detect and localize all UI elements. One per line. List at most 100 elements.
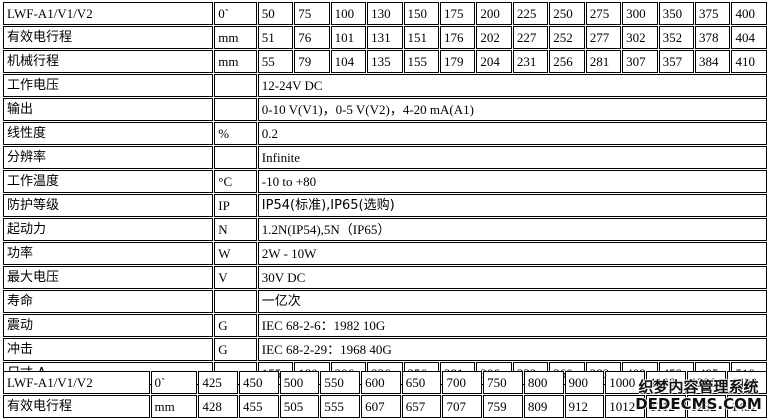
cell-value: 357 [658,50,695,73]
cell-value: 130 [367,2,403,25]
row-unit: 0` [214,2,257,25]
row-label: 工作电压 [3,74,214,97]
row-unit: V [214,266,257,289]
cell-value: -10 to +80 [257,170,767,193]
table-row: 功率 W 2W - 10W [3,242,767,265]
table-row: 工作电压 12-24V DC [3,74,767,97]
row-unit: mm [214,26,257,49]
cell-value: 500 [279,371,320,394]
table-row: 有效电行程 mm 51 76 101 131 151 176 202 227 2… [3,26,767,49]
cell-value: 809 [523,395,564,418]
cell-value: 277 [585,26,622,49]
table-row: 工作温度 °C -10 to +80 [3,170,767,193]
row-unit: % [214,122,257,145]
row-label: 震动 [3,314,214,337]
cell-value: 378 [695,26,731,49]
cell-value: 1012 [605,395,645,418]
cell-value: 607 [361,395,401,418]
cell-value: 800 [523,371,564,394]
cell-value: 384 [695,50,731,73]
row-unit: G [214,338,257,361]
cell-value: IEC 68-2-29：1968 40G [257,338,767,361]
cell-value: 225 [512,2,549,25]
cell-value: 307 [622,50,658,73]
table-row: 输出 0-10 V(V1)，0-5 V(V2)，4-20 mA(A1) [3,98,767,121]
row-unit: °C [214,170,257,193]
cell-value: 131 [367,26,403,49]
row-label: LWF-A1/V1/V2 [3,2,214,25]
cell-value: 555 [320,395,361,418]
cell-value: 450 [239,371,279,394]
cell-value: 一亿次 [257,290,767,313]
table-row: 线性度 % 0.2 [3,122,767,145]
table-row: 有效电行程 mm 428 455 505 555 607 657 707 759… [3,395,767,418]
cell-value: 900 [564,371,605,394]
cell-value: 155 [403,50,439,73]
table-row: LWF-A1/V1/V2 0` 425 450 500 550 600 650 … [3,371,767,394]
cell-value: 275 [585,2,622,25]
table-row: 冲击 G IEC 68-2-29：1968 40G [3,338,767,361]
cell-value: 151 [403,26,439,49]
table-row: 最大电压 V 30V DC [3,266,767,289]
cell-value: 175 [439,2,476,25]
cell-value: 150 [403,2,439,25]
row-unit: mm [214,50,257,73]
cell-value: IP54(标准),IP65(选购) [257,194,767,217]
cell-value: 707 [442,395,483,418]
row-unit: 0` [150,371,198,394]
cell-value: 350 [658,2,695,25]
cell-value: 179 [439,50,476,73]
cell-value: 176 [439,26,476,49]
cell-value: 231 [512,50,549,73]
table-row: 机械行程 mm 55 79 104 135 155 179 204 231 25… [3,50,767,73]
cell-value: 202 [476,26,512,49]
cell-value: 352 [658,26,695,49]
row-label: 起动力 [3,218,214,241]
cell-value: 759 [483,395,523,418]
cell-value: 300 [622,2,658,25]
row-label: 功率 [3,242,214,265]
extended-table-body: LWF-A1/V1/V2 0` 425 450 500 550 600 650 … [3,371,767,418]
cell-value: 50 [257,2,294,25]
cell-value: 104 [330,50,367,73]
cell-value: 410 [731,50,767,73]
cell-value: 1232 [686,395,727,418]
cell-value: 55 [257,50,294,73]
row-unit [214,98,257,121]
table-row: LWF-A1/V1/V2 0` 50 75 100 130 150 175 20… [3,2,767,25]
cell-value: 375 [695,2,731,25]
cell-value: 250 [549,2,585,25]
row-unit: G [214,314,257,337]
row-unit [214,146,257,169]
cell-value: 1220 [686,371,727,394]
row-label: 防护等级 [3,194,214,217]
cell-value: 200 [476,2,512,25]
cell-value: IEC 68-2-6：1982 10G [257,314,767,337]
cell-value: 404 [731,26,767,49]
cell-value: 51 [257,26,294,49]
row-label: 寿命 [3,290,214,313]
cell-value: 302 [622,26,658,49]
main-specification-table: LWF-A1/V1/V2 0` 50 75 100 130 150 175 20… [2,1,768,386]
cell-value: 0-10 V(V1)，0-5 V(V2)，4-20 mA(A1) [257,98,767,121]
cell-value: 425 [198,371,239,394]
cell-value: 227 [512,26,549,49]
table-row: 起动力 N 1.2N(IP54),5N（IP65） [3,218,767,241]
cell-value: 657 [401,395,442,418]
row-unit: W [214,242,257,265]
row-label: LWF-A1/V1/V2 [3,371,150,394]
row-unit: IP [214,194,257,217]
cell-value: 550 [320,371,361,394]
extended-range-table: LWF-A1/V1/V2 0` 425 450 500 550 600 650 … [2,370,768,419]
row-unit: mm [150,395,198,418]
row-label: 冲击 [3,338,214,361]
cell-value: 1432 [727,395,767,418]
cell-value: 101 [330,26,367,49]
row-unit [214,74,257,97]
cell-value: 2W - 10W [257,242,767,265]
cell-value: 79 [294,50,330,73]
cell-value: 204 [476,50,512,73]
table-row: 分辨率 Infinite [3,146,767,169]
cell-value: 912 [564,395,605,418]
cell-value: 281 [585,50,622,73]
